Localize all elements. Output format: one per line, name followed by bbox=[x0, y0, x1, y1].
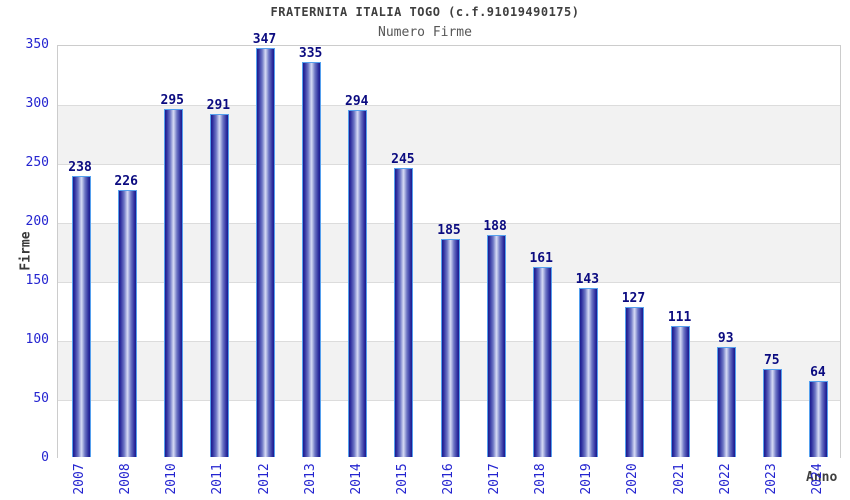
bar-value-label: 75 bbox=[763, 352, 780, 368]
bar-value-label: 93 bbox=[717, 331, 734, 347]
gridline bbox=[58, 223, 840, 224]
gridline bbox=[58, 105, 840, 106]
y-tick-label: 50 bbox=[33, 391, 49, 406]
bar-2021 bbox=[671, 326, 691, 457]
x-tick-label: 2007 bbox=[72, 463, 88, 495]
x-tick-label: 2012 bbox=[256, 463, 272, 495]
bar-value-label: 245 bbox=[391, 151, 415, 167]
x-tick-label: 2014 bbox=[348, 463, 364, 495]
bar-2012 bbox=[256, 47, 276, 457]
y-tick-label: 250 bbox=[25, 155, 49, 170]
x-tick-label: 2008 bbox=[118, 463, 134, 495]
y-tick-label: 0 bbox=[41, 450, 49, 465]
bar-2022 bbox=[717, 347, 737, 457]
y-tick-label: 300 bbox=[25, 96, 49, 111]
y-tick-label: 150 bbox=[25, 273, 49, 288]
bar-2023 bbox=[763, 368, 783, 457]
bar-2007 bbox=[71, 176, 91, 457]
y-tick-label: 350 bbox=[25, 37, 49, 52]
x-tick-label: 2023 bbox=[763, 463, 779, 495]
x-tick-label: 2022 bbox=[717, 463, 733, 495]
bar-2014 bbox=[348, 110, 368, 457]
bar-2024 bbox=[809, 381, 829, 457]
bar-2016 bbox=[440, 238, 460, 457]
x-tick-label: 2010 bbox=[164, 463, 180, 495]
x-tick-label: 2021 bbox=[671, 463, 687, 495]
bar-value-label: 294 bbox=[345, 94, 369, 110]
x-tick-label: 2016 bbox=[441, 463, 456, 495]
bar-value-label: 335 bbox=[298, 45, 323, 61]
x-tick-label: 2015 bbox=[394, 463, 410, 495]
bar-value-label: 188 bbox=[483, 219, 507, 235]
bar-value-label: 64 bbox=[810, 365, 826, 381]
x-axis-title: Anno bbox=[806, 470, 838, 485]
gridline bbox=[58, 164, 840, 165]
bar-2008 bbox=[117, 190, 137, 457]
bar-value-label: 185 bbox=[437, 222, 461, 238]
bar-2015 bbox=[394, 167, 414, 457]
bar-2011 bbox=[209, 113, 229, 457]
x-tick-label: 2018 bbox=[533, 463, 549, 495]
bar-2019 bbox=[578, 288, 598, 457]
plot-band bbox=[58, 164, 840, 223]
x-tick-label: 2020 bbox=[625, 463, 641, 495]
bar-2017 bbox=[486, 235, 506, 457]
bar-value-label: 291 bbox=[206, 97, 231, 113]
chart-subtitle: Numero Firme bbox=[378, 25, 472, 40]
x-tick-label: 2017 bbox=[487, 463, 503, 495]
bar-value-label: 143 bbox=[575, 272, 600, 288]
bar-2018 bbox=[532, 267, 552, 457]
bar-value-label: 226 bbox=[114, 174, 138, 190]
chart-title: FRATERNITA ITALIA TOGO (c.f.91019490175) bbox=[270, 5, 580, 19]
bar-value-label: 347 bbox=[252, 31, 277, 47]
y-tick-label: 100 bbox=[25, 332, 49, 347]
bar-value-label: 161 bbox=[529, 251, 553, 267]
plot-band bbox=[58, 105, 840, 164]
bar-value-label: 111 bbox=[667, 310, 692, 326]
x-tick-label: 2019 bbox=[579, 463, 595, 495]
x-tick-label: 2024 bbox=[809, 463, 825, 495]
y-axis-title: Firme bbox=[18, 231, 34, 271]
x-tick-label: 2011 bbox=[210, 463, 226, 495]
bar-2020 bbox=[624, 307, 644, 457]
plot-band bbox=[58, 46, 840, 105]
bar-value-label: 238 bbox=[68, 160, 92, 176]
bar-2013 bbox=[302, 61, 322, 457]
y-tick-label: 200 bbox=[25, 214, 49, 229]
plot-area bbox=[57, 45, 841, 459]
bar-value-label: 127 bbox=[621, 291, 646, 307]
bar-2010 bbox=[163, 108, 183, 457]
x-tick-label: 2013 bbox=[302, 463, 318, 495]
bar-value-label: 295 bbox=[160, 92, 185, 108]
